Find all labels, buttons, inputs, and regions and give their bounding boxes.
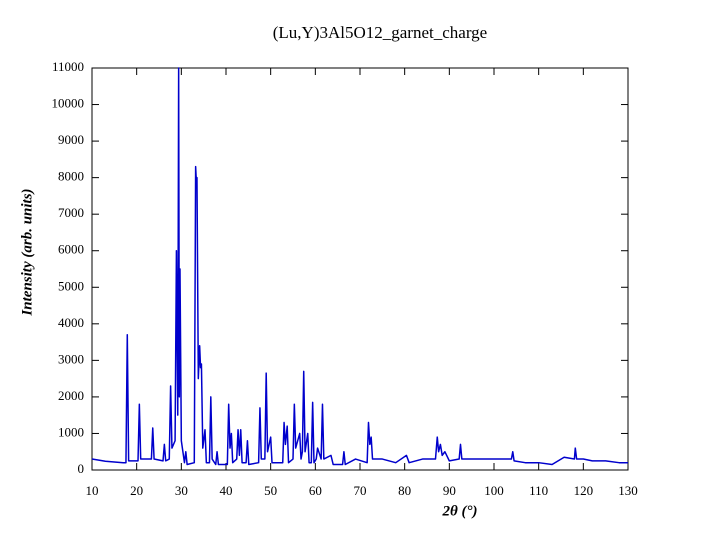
x-tick-label: 90 xyxy=(443,483,456,498)
x-tick-label: 20 xyxy=(130,483,143,498)
x-tick-label: 30 xyxy=(175,483,188,498)
y-tick-label: 1000 xyxy=(58,424,84,439)
y-tick-label: 3000 xyxy=(58,351,84,366)
y-tick-label: 6000 xyxy=(58,242,84,257)
x-tick-label: 50 xyxy=(264,483,277,498)
x-tick-label: 10 xyxy=(86,483,99,498)
x-tick-label: 40 xyxy=(220,483,233,498)
chart-title: (Lu,Y)3Al5O12_garnet_charge xyxy=(273,23,487,42)
x-axis-label: 2θ (°) xyxy=(441,503,477,519)
y-tick-label: 11000 xyxy=(52,59,84,74)
x-tick-label: 120 xyxy=(574,483,594,498)
x-tick-label: 100 xyxy=(484,483,504,498)
y-tick-label: 8000 xyxy=(58,169,84,184)
x-tick-label: 70 xyxy=(354,483,367,498)
x-tick-label: 80 xyxy=(398,483,411,498)
y-tick-label: 10000 xyxy=(52,96,85,111)
y-tick-label: 0 xyxy=(78,461,85,476)
y-tick-label: 5000 xyxy=(58,278,84,293)
y-tick-label: 4000 xyxy=(58,315,84,330)
y-axis-label: Intensity (arb. units) xyxy=(19,188,35,316)
y-tick-label: 2000 xyxy=(58,388,84,403)
y-tick-label: 9000 xyxy=(58,132,84,147)
x-tick-label: 110 xyxy=(529,483,548,498)
data-line xyxy=(91,67,628,466)
y-tick-label: 7000 xyxy=(58,205,84,220)
x-tick-label: 130 xyxy=(618,483,638,498)
plot-frame xyxy=(91,67,629,471)
x-tick-label: 60 xyxy=(309,483,322,498)
